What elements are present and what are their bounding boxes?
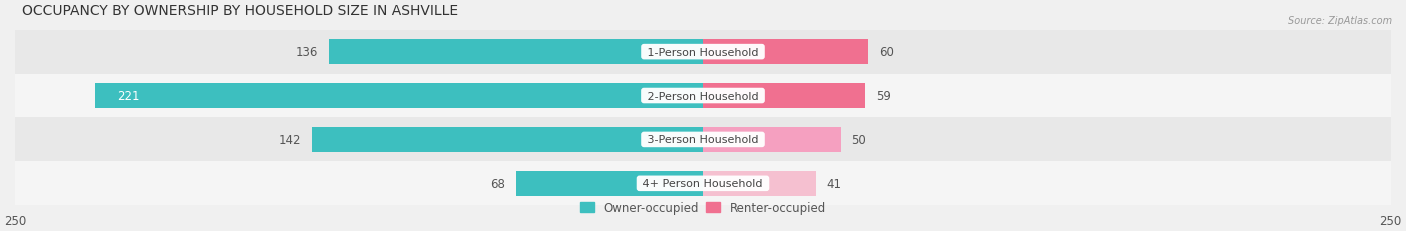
Text: 4+ Person Household: 4+ Person Household — [640, 179, 766, 188]
Bar — [15, 74, 1391, 118]
Text: 68: 68 — [491, 177, 505, 190]
Bar — [15, 30, 1391, 74]
Text: 60: 60 — [879, 46, 894, 59]
Text: 3-Person Household: 3-Person Household — [644, 135, 762, 145]
Text: 136: 136 — [295, 46, 318, 59]
Legend: Owner-occupied, Renter-occupied: Owner-occupied, Renter-occupied — [575, 196, 831, 219]
Text: 59: 59 — [876, 90, 891, 103]
Bar — [329, 40, 703, 65]
Text: 50: 50 — [852, 133, 866, 146]
Text: 1-Person Household: 1-Person Household — [644, 47, 762, 57]
Bar — [15, 162, 1391, 205]
Bar — [15, 118, 1391, 162]
Bar — [703, 127, 841, 152]
Text: Source: ZipAtlas.com: Source: ZipAtlas.com — [1288, 16, 1392, 26]
Bar — [312, 127, 703, 152]
Bar — [703, 83, 865, 109]
Bar — [96, 83, 703, 109]
Bar — [703, 40, 868, 65]
Bar — [516, 171, 703, 196]
Text: 142: 142 — [278, 133, 301, 146]
Text: 221: 221 — [117, 90, 139, 103]
Text: 2-Person Household: 2-Person Household — [644, 91, 762, 101]
Text: 41: 41 — [827, 177, 842, 190]
Text: OCCUPANCY BY OWNERSHIP BY HOUSEHOLD SIZE IN ASHVILLE: OCCUPANCY BY OWNERSHIP BY HOUSEHOLD SIZE… — [22, 4, 458, 18]
Bar — [703, 171, 815, 196]
